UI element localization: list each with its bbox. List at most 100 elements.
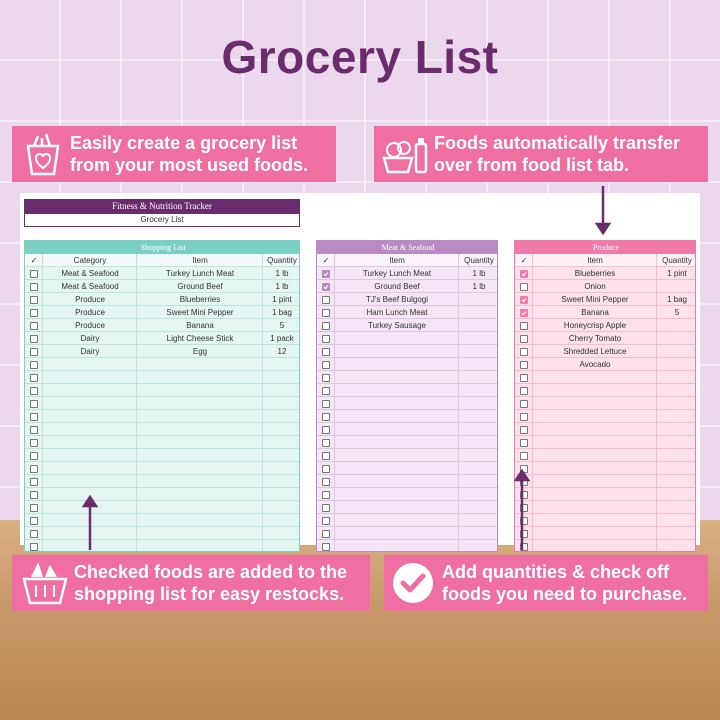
checkbox[interactable]: [520, 504, 528, 512]
row-line: [515, 370, 695, 371]
row-line: [317, 526, 497, 527]
line: Checked foods are added to the: [74, 562, 348, 582]
checkbox[interactable]: [520, 387, 528, 395]
row-line: [317, 318, 497, 319]
checkbox[interactable]: [322, 270, 330, 278]
checkbox[interactable]: [322, 361, 330, 369]
checkbox[interactable]: [30, 465, 38, 473]
checkbox[interactable]: [322, 530, 330, 538]
column-header: ✓: [515, 254, 533, 267]
cell-item: Ham Lunch Meat: [366, 308, 428, 317]
checkbox[interactable]: [520, 543, 528, 551]
checkbox[interactable]: [322, 348, 330, 356]
checkbox[interactable]: [520, 374, 528, 382]
row-line: [25, 305, 299, 306]
callout-text: Checked foods are added to the shopping …: [74, 561, 347, 605]
table: Produce ✓ Item Quantity Blueberries 1 pint Oni…: [514, 240, 696, 552]
checkbox[interactable]: [520, 296, 528, 304]
checkbox[interactable]: [322, 426, 330, 434]
checkbox[interactable]: [520, 426, 528, 434]
checkbox[interactable]: [520, 530, 528, 538]
checkbox[interactable]: [30, 309, 38, 317]
checkbox[interactable]: [30, 452, 38, 460]
line: over from food list tab.: [434, 155, 630, 175]
checkbox[interactable]: [520, 270, 528, 278]
checkbox[interactable]: [30, 322, 38, 330]
checkbox[interactable]: [322, 478, 330, 486]
checkbox[interactable]: [322, 400, 330, 408]
checkbox[interactable]: [30, 283, 38, 291]
checkbox[interactable]: [30, 374, 38, 382]
row-line: [515, 539, 695, 540]
checkbox[interactable]: [30, 517, 38, 525]
checkbox[interactable]: [520, 348, 528, 356]
checkbox[interactable]: [30, 387, 38, 395]
checkbox[interactable]: [322, 296, 330, 304]
row-line: [317, 305, 497, 306]
checkbox[interactable]: [520, 517, 528, 525]
row-line: [25, 526, 299, 527]
checkbox[interactable]: [30, 426, 38, 434]
checkbox[interactable]: [520, 439, 528, 447]
checkbox[interactable]: [322, 491, 330, 499]
checkbox[interactable]: [322, 439, 330, 447]
icon: [26, 133, 60, 176]
checkbox[interactable]: [322, 413, 330, 421]
checkbox[interactable]: [520, 335, 528, 343]
column-line: [532, 254, 533, 551]
checkbox[interactable]: [520, 413, 528, 421]
checkbox[interactable]: [30, 335, 38, 343]
checkbox[interactable]: [520, 400, 528, 408]
column-header: ✓: [25, 254, 43, 267]
checkbox[interactable]: [520, 361, 528, 369]
checkbox[interactable]: [322, 322, 330, 330]
row-line: [317, 448, 497, 449]
checkbox[interactable]: [520, 322, 528, 330]
row-line: [25, 370, 299, 371]
column-header: Quantity: [263, 254, 299, 267]
row-line: [317, 513, 497, 514]
checkbox[interactable]: [30, 543, 38, 551]
checkbox[interactable]: [520, 491, 528, 499]
checkbox[interactable]: [322, 309, 330, 317]
checkbox[interactable]: [30, 491, 38, 499]
row-line: [515, 292, 695, 293]
checkbox[interactable]: [30, 400, 38, 408]
column-header: Quantity: [459, 254, 497, 267]
column-line: [42, 254, 43, 551]
checkbox[interactable]: [322, 452, 330, 460]
checkbox[interactable]: [322, 374, 330, 382]
checkbox[interactable]: [322, 517, 330, 525]
row-line: [317, 500, 497, 501]
cell-quantity: 1 bag: [271, 308, 293, 317]
checkbox[interactable]: [30, 413, 38, 421]
checkbox[interactable]: [520, 452, 528, 460]
checkbox[interactable]: [322, 283, 330, 291]
row-line: [25, 279, 299, 280]
checkbox[interactable]: [30, 296, 38, 304]
checkbox[interactable]: [322, 543, 330, 551]
checkbox[interactable]: [30, 478, 38, 486]
column-header: Item: [335, 254, 459, 267]
cell-item: Ground Beef: [177, 282, 223, 291]
checkbox[interactable]: [30, 270, 38, 278]
checkbox[interactable]: [520, 309, 528, 317]
checkbox[interactable]: [30, 439, 38, 447]
checkbox[interactable]: [520, 283, 528, 291]
callout: Checked foods are added to the shopping …: [12, 555, 370, 611]
cell-item: Avocado: [579, 360, 611, 369]
callout: Easily create a grocery list from your m…: [12, 126, 336, 182]
cell-item: Blueberries: [574, 269, 616, 278]
column-header: Category: [43, 254, 137, 267]
checkbox[interactable]: [30, 504, 38, 512]
checkbox[interactable]: [30, 348, 38, 356]
checkbox[interactable]: [322, 465, 330, 473]
checkbox[interactable]: [322, 387, 330, 395]
checkbox[interactable]: [322, 504, 330, 512]
checkbox[interactable]: [30, 530, 38, 538]
checkbox[interactable]: [322, 335, 330, 343]
cell-quantity: 1 pint: [667, 269, 687, 278]
checkbox[interactable]: [30, 361, 38, 369]
table: Shopping List ✓ Category Item Quantity Meat &…: [24, 240, 300, 552]
